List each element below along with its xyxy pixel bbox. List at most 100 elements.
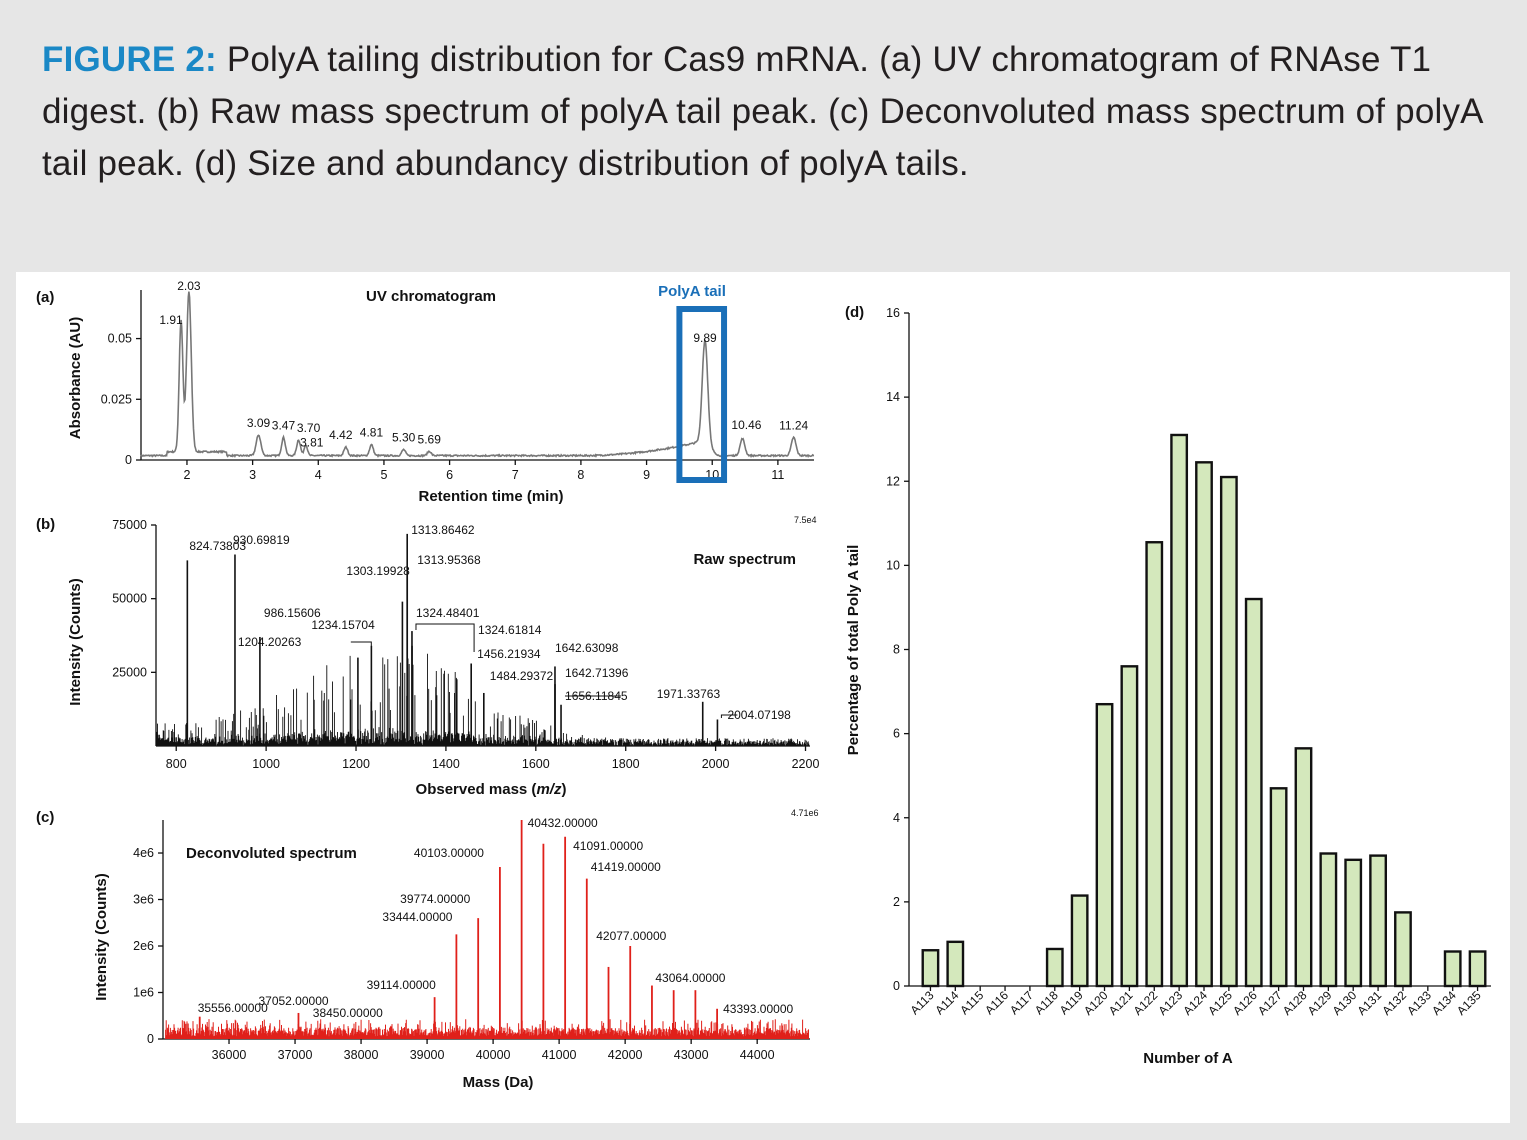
polya-tail-highlight-box	[676, 306, 728, 483]
raw-peak-label: 1324.61814	[478, 623, 542, 637]
figure-panel: (a) UV chromatogram PolyA tail Retention…	[16, 272, 1510, 1123]
panel-c-y-tick-label: 2e6	[133, 939, 154, 953]
deconvoluted-peak-label: 42077.00000	[596, 929, 666, 943]
panel-d-x-tick-label: A114	[932, 988, 961, 1017]
panel-c-label: (c)	[36, 809, 54, 826]
deconvoluted-peak-label: 43393.00000	[723, 1002, 793, 1016]
panel-b-scale-note: 7.5e4	[794, 515, 817, 525]
panel-d-x-tick-label: A116	[982, 988, 1011, 1017]
uv-peak-label: 1.91	[159, 313, 183, 327]
deconvoluted-peak-label: 40432.00000	[528, 816, 598, 830]
panel-d-y-tick-label: 12	[886, 474, 900, 488]
uv-peak-label: 5.69	[418, 432, 442, 446]
panel-b-x-tick-label: 1000	[252, 757, 280, 771]
panel-d-x-tick-label: A119	[1057, 988, 1086, 1017]
panel-b-ylabel: Intensity (Counts)	[67, 578, 84, 706]
raw-peak-label: 1234.15704	[311, 618, 375, 632]
panel-d-y-tick-label: 16	[886, 306, 900, 320]
panel-c-x-tick-label: 36000	[212, 1048, 247, 1062]
uv-peak-label: 5.30	[392, 431, 416, 445]
panel-d-y-tick-label: 2	[893, 895, 900, 909]
deconvoluted-peak-label: 41419.00000	[591, 860, 661, 874]
panel-c-x-tick-label: 44000	[740, 1048, 775, 1062]
panel-d-y-tick-label: 4	[893, 811, 900, 825]
raw-peak-label: 1971.33763	[657, 687, 721, 701]
panel-d-x-tick-label: A115	[957, 988, 986, 1017]
panel-b-y-tick-label: 50000	[112, 592, 147, 606]
panel-a-x-tick-label: 5	[380, 468, 387, 482]
panel-c-y-tick-label: 1e6	[133, 986, 154, 1000]
panel-c-scale-note: 4.71e6	[791, 808, 819, 818]
panel-c-x-tick-label: 41000	[542, 1048, 577, 1062]
panel-a-title: UV chromatogram	[366, 288, 496, 305]
bar-a114	[946, 940, 965, 988]
uv-peak-label: 9.89	[693, 331, 717, 345]
bar-a121	[1120, 665, 1139, 988]
uv-peak-label: 2.03	[177, 279, 201, 293]
panel-c-y-tick-label: 3e6	[133, 893, 154, 907]
panel-a-y-tick-label: 0.05	[108, 332, 132, 346]
panel-d-y-tick-label: 8	[893, 643, 900, 657]
bar-a123	[1170, 433, 1189, 988]
bar-a134	[1443, 950, 1462, 988]
panel-c-title: Deconvoluted spectrum	[186, 845, 357, 862]
deconvoluted-peak-label: 37052.00000	[258, 994, 328, 1008]
deconvoluted-spectrum-trace	[165, 1019, 809, 1039]
raw-peak-label: 1642.71396	[565, 666, 629, 680]
panel-d-xlabel: Number of A	[1143, 1050, 1233, 1067]
bar-a130	[1344, 858, 1363, 988]
panel-a: (a) UV chromatogram PolyA tail Retention…	[36, 279, 815, 505]
panel-a-x-tick-label: 3	[249, 468, 256, 482]
panel-d-x-tick-label: A113	[907, 988, 936, 1017]
panel-d-x-tick-label: A126	[1230, 988, 1260, 1018]
raw-peak-label: 824.73803	[189, 539, 246, 553]
deconvoluted-peak-label: 38450.00000	[313, 1006, 383, 1020]
uv-peak-label: 4.42	[329, 428, 353, 442]
panel-a-label: (a)	[36, 289, 54, 306]
panel-d-x-tick-label: A122	[1131, 988, 1161, 1018]
deconvoluted-peak-label: 33444.00000	[382, 910, 452, 924]
panel-b: (b) 7.5e4 Raw spectrum Observed mass (m/…	[36, 515, 819, 798]
bar-a120	[1095, 702, 1114, 988]
panel-d-ylabel: Percentage of total Poly A tail	[845, 545, 862, 756]
raw-peak-label: 1484.29372	[490, 669, 554, 683]
deconvoluted-peak-label: 43064.00000	[655, 971, 725, 985]
uv-peak-label: 3.47	[272, 418, 296, 432]
raw-peak-label: 1303.19928	[346, 564, 410, 578]
panel-a-x-tick-label: 2	[183, 468, 190, 482]
raw-peak-label: 2004.07198	[727, 708, 791, 722]
panel-d-y-tick-label: 0	[893, 979, 900, 993]
deconvoluted-peak-label: 39774.00000	[400, 892, 470, 906]
panel-d-x-tick-label: A128	[1280, 988, 1310, 1018]
panel-d-x-tick-label: A134	[1429, 988, 1459, 1018]
raw-bracket	[720, 714, 738, 718]
bar-a132	[1394, 911, 1412, 988]
raw-peak-label: 1642.63098	[555, 641, 619, 655]
figure-label: FIGURE 2:	[42, 40, 217, 79]
panel-c-ylabel: Intensity (Counts)	[93, 873, 110, 1001]
panel-b-xlabel: Observed mass (m/z)	[416, 781, 567, 798]
bar-a122	[1145, 541, 1164, 988]
panel-d-label: (d)	[845, 304, 864, 321]
panel-c-y-tick-label: 0	[147, 1032, 154, 1046]
raw-spectrum-trace	[156, 653, 810, 746]
panel-b-x-tick-label: 1400	[432, 757, 460, 771]
panel-b-x-tick-label: 2000	[702, 757, 730, 771]
panel-b-x-tick-label: 1800	[612, 757, 640, 771]
panel-d-x-tick-label: A123	[1156, 988, 1186, 1018]
panel-d-x-tick-label: A121	[1106, 988, 1136, 1018]
panel-a-x-tick-label: 7	[512, 468, 519, 482]
panel-c-x-tick-label: 40000	[476, 1048, 511, 1062]
panel-a-x-tick-label: 11	[771, 468, 784, 482]
uv-peak-label: 11.24	[779, 418, 808, 432]
panel-b-x-tick-label: 800	[166, 757, 187, 771]
panel-d-x-tick-label: A125	[1205, 988, 1235, 1018]
figure-caption: FIGURE 2: PolyA tailing distribution for…	[42, 34, 1482, 190]
deconvoluted-peak-label: 41091.00000	[573, 839, 643, 853]
uv-peak-label: 3.09	[247, 416, 271, 430]
figure-svg: (a) UV chromatogram PolyA tail Retention…	[36, 279, 1491, 1091]
panel-d: (d) Number of A Percentage of total Poly…	[845, 304, 1491, 1067]
panel-d-y-tick-label: 6	[893, 727, 900, 741]
uv-peak-label: 10.46	[731, 418, 761, 432]
uv-peak-label: 3.70	[297, 421, 321, 435]
